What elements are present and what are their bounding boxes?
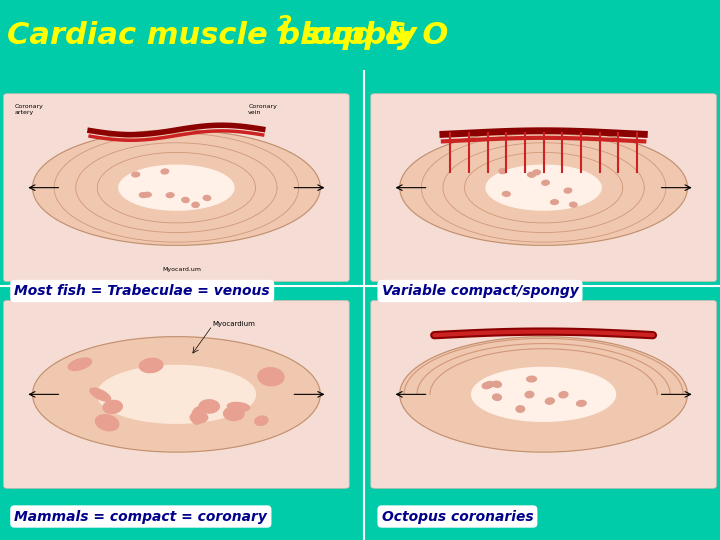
Text: Myocardium: Myocardium: [212, 321, 256, 327]
Ellipse shape: [545, 398, 554, 404]
Text: Cardiac muscle blood & O: Cardiac muscle blood & O: [7, 21, 449, 50]
Polygon shape: [400, 130, 688, 245]
Text: Coronary
vein: Coronary vein: [248, 104, 277, 115]
Text: Coronary
artery: Coronary artery: [14, 104, 43, 115]
Text: Ventricular lumen: Ventricular lumen: [162, 281, 218, 286]
Ellipse shape: [533, 170, 541, 175]
Text: Myocard.um: Myocard.um: [162, 267, 201, 272]
Ellipse shape: [90, 388, 111, 401]
Ellipse shape: [525, 392, 534, 398]
Ellipse shape: [503, 192, 510, 197]
Ellipse shape: [564, 188, 572, 193]
FancyBboxPatch shape: [371, 93, 716, 281]
Ellipse shape: [492, 394, 501, 400]
Ellipse shape: [541, 180, 549, 185]
FancyBboxPatch shape: [4, 93, 349, 281]
Ellipse shape: [166, 193, 174, 198]
Text: Mammals = compact = coronary: Mammals = compact = coronary: [14, 510, 267, 523]
Polygon shape: [32, 336, 320, 452]
Ellipse shape: [192, 407, 204, 424]
Text: Octopus coronaries: Octopus coronaries: [382, 510, 534, 523]
Ellipse shape: [199, 400, 220, 413]
Ellipse shape: [482, 383, 492, 389]
Ellipse shape: [577, 401, 586, 406]
Polygon shape: [400, 336, 688, 452]
Polygon shape: [119, 165, 234, 210]
Text: Variable compact/spongy: Variable compact/spongy: [382, 284, 578, 298]
Polygon shape: [32, 130, 320, 245]
Ellipse shape: [203, 195, 211, 200]
FancyBboxPatch shape: [371, 300, 716, 488]
Ellipse shape: [559, 392, 568, 398]
Ellipse shape: [190, 412, 207, 423]
Ellipse shape: [132, 172, 140, 177]
Ellipse shape: [499, 168, 506, 174]
Polygon shape: [97, 366, 256, 423]
Ellipse shape: [485, 382, 495, 387]
Ellipse shape: [526, 376, 536, 382]
Ellipse shape: [528, 172, 536, 177]
Ellipse shape: [140, 193, 147, 198]
Ellipse shape: [103, 401, 122, 414]
Ellipse shape: [140, 359, 163, 373]
Ellipse shape: [492, 381, 501, 387]
Ellipse shape: [192, 202, 199, 207]
Ellipse shape: [551, 200, 559, 205]
Ellipse shape: [516, 406, 525, 412]
Polygon shape: [486, 165, 601, 210]
FancyBboxPatch shape: [4, 300, 349, 488]
Polygon shape: [472, 367, 616, 421]
Ellipse shape: [68, 358, 91, 370]
Ellipse shape: [161, 169, 168, 174]
Ellipse shape: [96, 415, 119, 431]
Ellipse shape: [228, 402, 250, 411]
Text: Most fish = Trabeculae = venous: Most fish = Trabeculae = venous: [14, 284, 270, 298]
Text: supply: supply: [292, 21, 416, 50]
Ellipse shape: [182, 198, 189, 202]
Text: 2: 2: [277, 15, 293, 35]
Ellipse shape: [570, 202, 577, 207]
Ellipse shape: [224, 407, 244, 421]
Ellipse shape: [255, 416, 268, 426]
Ellipse shape: [258, 368, 284, 386]
Ellipse shape: [143, 192, 151, 197]
